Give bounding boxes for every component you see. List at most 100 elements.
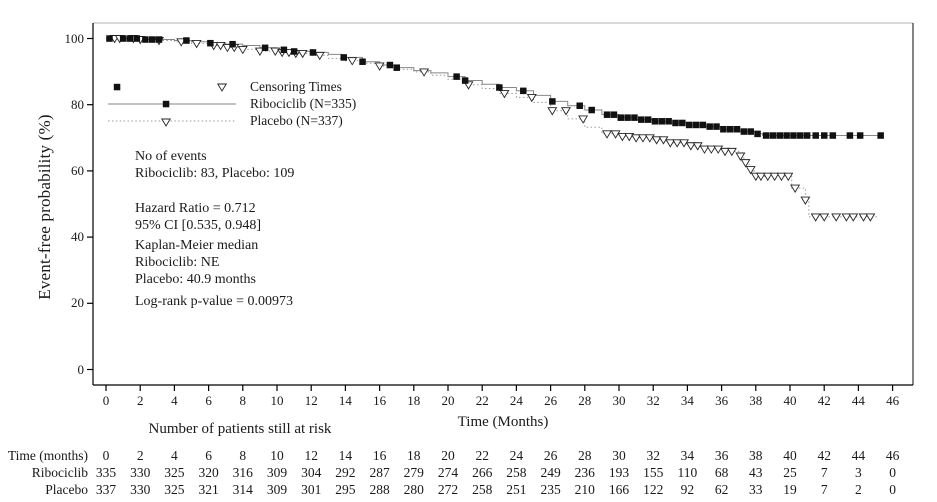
censor-square-marker (386, 61, 394, 69)
risk-row-label: Placebo (45, 482, 88, 497)
risk-value: 2 (855, 482, 862, 497)
y-tick-label: 60 (71, 162, 84, 178)
censor-square-marker (106, 35, 113, 42)
censor-square-marker (797, 132, 804, 139)
y-tick-label: 40 (71, 229, 84, 245)
x-tick-label: 34 (680, 393, 694, 408)
x-tick-label: 22 (475, 393, 489, 408)
risk-value: 92 (680, 482, 695, 497)
censor-square-marker (740, 128, 748, 135)
risk-value: 295 (335, 482, 356, 497)
risk-value: 287 (369, 465, 390, 480)
censor-triangle-marker (631, 134, 642, 143)
censor-square-marker (644, 116, 652, 123)
censor-square-marker (617, 114, 625, 121)
risk-value: 34 (680, 448, 695, 463)
censor-square-marker (665, 118, 672, 125)
risk-value: 0 (889, 465, 896, 480)
risk-value: 3 (855, 465, 862, 480)
risk-value: 14 (338, 448, 353, 463)
censor-square-marker (155, 36, 163, 43)
risk-value: 320 (198, 465, 219, 480)
censor-square-marker (183, 37, 190, 44)
censor-triangle-marker (499, 89, 510, 99)
x-tick-label: 16 (373, 393, 387, 408)
x-tick-label: 46 (886, 393, 900, 408)
risk-row-label: Time (months) (7, 448, 88, 463)
risk-value: 288 (369, 482, 390, 497)
censor-triangle-marker (617, 133, 628, 142)
censor-square-marker (713, 123, 720, 130)
risk-value: 314 (232, 482, 253, 497)
risk-value: 6 (205, 448, 212, 463)
censor-triangle-marker (783, 172, 794, 182)
risk-value: 32 (646, 448, 660, 463)
censor-triangle-marker (665, 139, 676, 148)
censor-triangle-marker (699, 145, 710, 154)
risk-value: 210 (574, 482, 595, 497)
censor-square-marker (726, 125, 734, 133)
x-tick-label: 12 (304, 393, 318, 408)
x-tick-label: 38 (749, 393, 763, 408)
x-tick-label: 40 (783, 393, 797, 408)
censor-triangle-marker (651, 136, 662, 145)
legend-ribociclib-sample-marker (162, 100, 170, 108)
censor-square-marker (790, 132, 797, 139)
censor-triangle-marker (713, 145, 724, 154)
censor-triangle-marker (578, 115, 589, 124)
risk-value: 44 (851, 448, 866, 463)
risk-value: 46 (885, 448, 900, 463)
legend-censoring-label: Censoring Times (250, 79, 342, 94)
placebo-curve (106, 38, 878, 218)
censor-square-marker (638, 116, 645, 123)
censor-triangle-marker (658, 136, 669, 145)
censor-triangle-marker (819, 213, 830, 222)
risk-value: 0 (889, 482, 896, 497)
censor-square-marker (496, 84, 503, 91)
censor-triangle-marker (720, 147, 731, 157)
x-tick-label: 18 (407, 393, 421, 408)
risk-value: 24 (509, 448, 524, 463)
risk-value: 30 (612, 448, 626, 463)
censor-square-marker (631, 114, 638, 121)
x-tick-label: 28 (578, 393, 592, 408)
risk-row-label: Ribociclib (31, 465, 88, 480)
censor-square-marker (207, 39, 214, 47)
censor-triangle-marker (672, 139, 683, 148)
censor-square-marker (576, 102, 583, 109)
censor-triangle-marker (745, 166, 756, 175)
censor-square-marker (119, 35, 127, 42)
y-tick-label: 100 (64, 30, 85, 46)
risk-value: 40 (783, 448, 797, 463)
censor-square-marker (393, 64, 400, 71)
placebo-censor-marks (109, 35, 876, 222)
censor-square-marker (803, 132, 811, 139)
annotation-km-median: Kaplan-Meier median (135, 238, 259, 253)
censor-triangle-marker (706, 145, 717, 154)
censor-square-marker (658, 118, 666, 125)
annotation-no-of-events: No of events (135, 149, 207, 164)
risk-value: 236 (574, 465, 595, 480)
x-tick-label: 36 (715, 393, 729, 408)
censor-square-marker (229, 40, 236, 48)
censor-triangle-marker (858, 213, 869, 222)
censor-triangle-marker (848, 213, 859, 222)
censor-square-marker (359, 58, 366, 65)
risk-value: 38 (749, 448, 763, 463)
x-tick-label: 20 (441, 393, 455, 408)
annotation-hazard-ratio: Hazard Ratio = 0.712 (135, 201, 256, 216)
legend-ribociclib-label: Ribociclib (N=335) (250, 96, 357, 111)
risk-value: 25 (783, 465, 797, 480)
risk-value: 309 (266, 482, 288, 497)
risk-value: 12 (304, 448, 318, 463)
risk-value: 122 (643, 482, 664, 497)
censor-square-marker (706, 123, 713, 130)
censor-triangle-marker (374, 62, 385, 71)
censor-triangle-marker (692, 142, 703, 151)
x-tick-label: 26 (544, 393, 558, 408)
censor-triangle-marker (347, 57, 358, 66)
risk-value: 251 (506, 482, 527, 497)
risk-value: 2 (136, 448, 144, 463)
x-tick-label: 2 (136, 393, 144, 408)
risk-value: 258 (472, 482, 493, 497)
